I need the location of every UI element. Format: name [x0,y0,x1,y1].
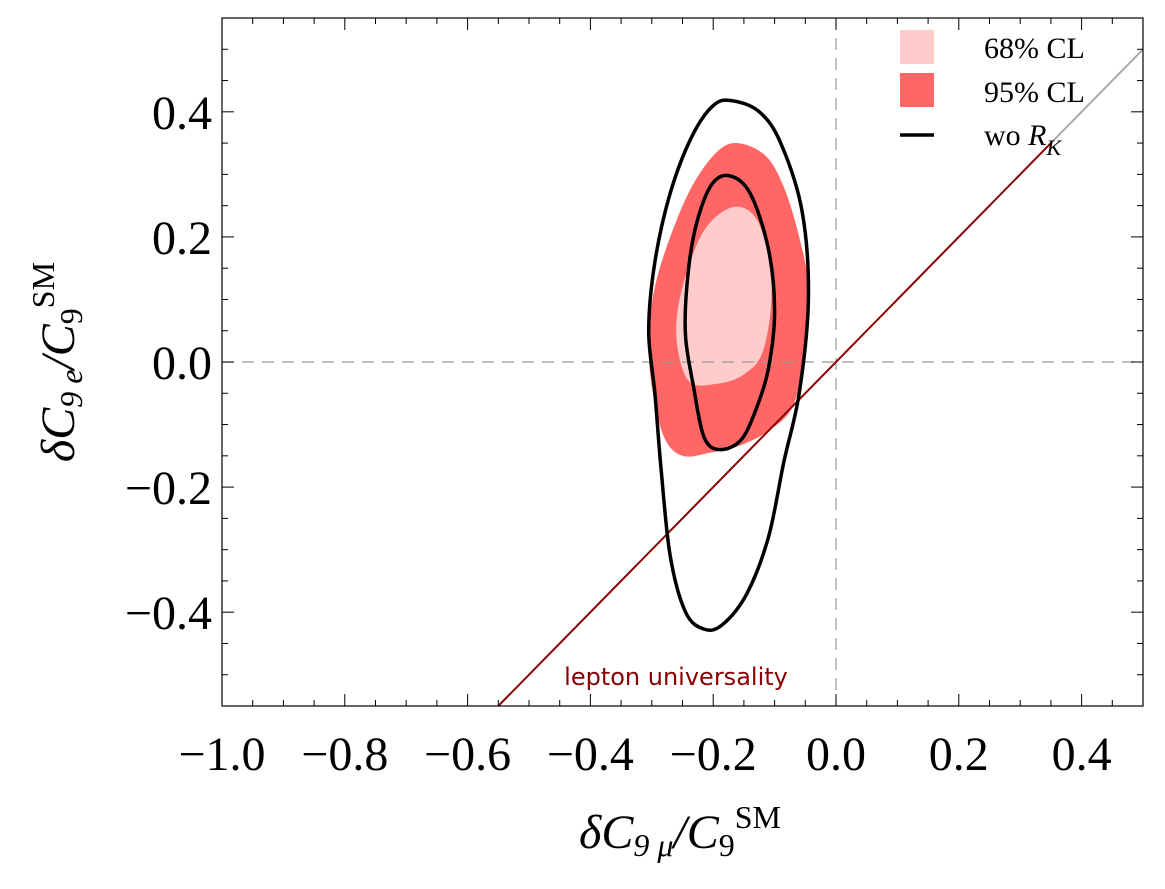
contour-wo-rk-outer [646,98,811,632]
legend-swatch-95cl [900,73,934,107]
contour-wo-rk-inner [683,173,777,452]
x-tick-label: 0.4 [1052,728,1112,781]
legend-label-68cl: 68% CL [984,32,1085,65]
x-tick-label: 0.2 [929,728,989,781]
legend: 68% CL 95% CL wo RK [900,30,1085,160]
x-tick-label: −0.6 [424,728,511,781]
axis-ticks [221,17,1144,707]
y-tick-label: 0.0 [152,337,212,390]
axis-tick-labels: −1.0 −0.8 −0.6 −0.4 −0.2 0.0 0.2 0.4 −0.4 −0.2 0.0… [125,87,1112,781]
lepton-universality-label: lepton universality [564,663,788,691]
x-tick-label: 0.0 [806,728,866,781]
x-tick-label: −0.8 [301,728,388,781]
y-tick-label: −0.4 [125,587,212,640]
y-tick-label: 0.2 [152,212,212,265]
legend-label-95cl: 95% CL [984,76,1085,109]
x-axis-title: δC9 μ/C9SM [579,799,781,863]
x-tick-label: −0.2 [670,728,757,781]
y-tick-label: −0.2 [125,462,212,515]
plot-area [222,18,1143,706]
x-tick-label: −0.4 [547,728,634,781]
legend-swatch-68cl [900,30,934,64]
lepton-universality-line-tail [1050,48,1143,144]
y-tick-label: 0.4 [152,87,212,140]
lepton-universality-line [497,142,1052,706]
y-axis-title: δC9 e/C9SM [25,262,89,462]
x-tick-label: −1.0 [178,728,265,781]
legend-label-wo-rk: wo RK [984,119,1063,160]
region-68cl [676,206,772,386]
